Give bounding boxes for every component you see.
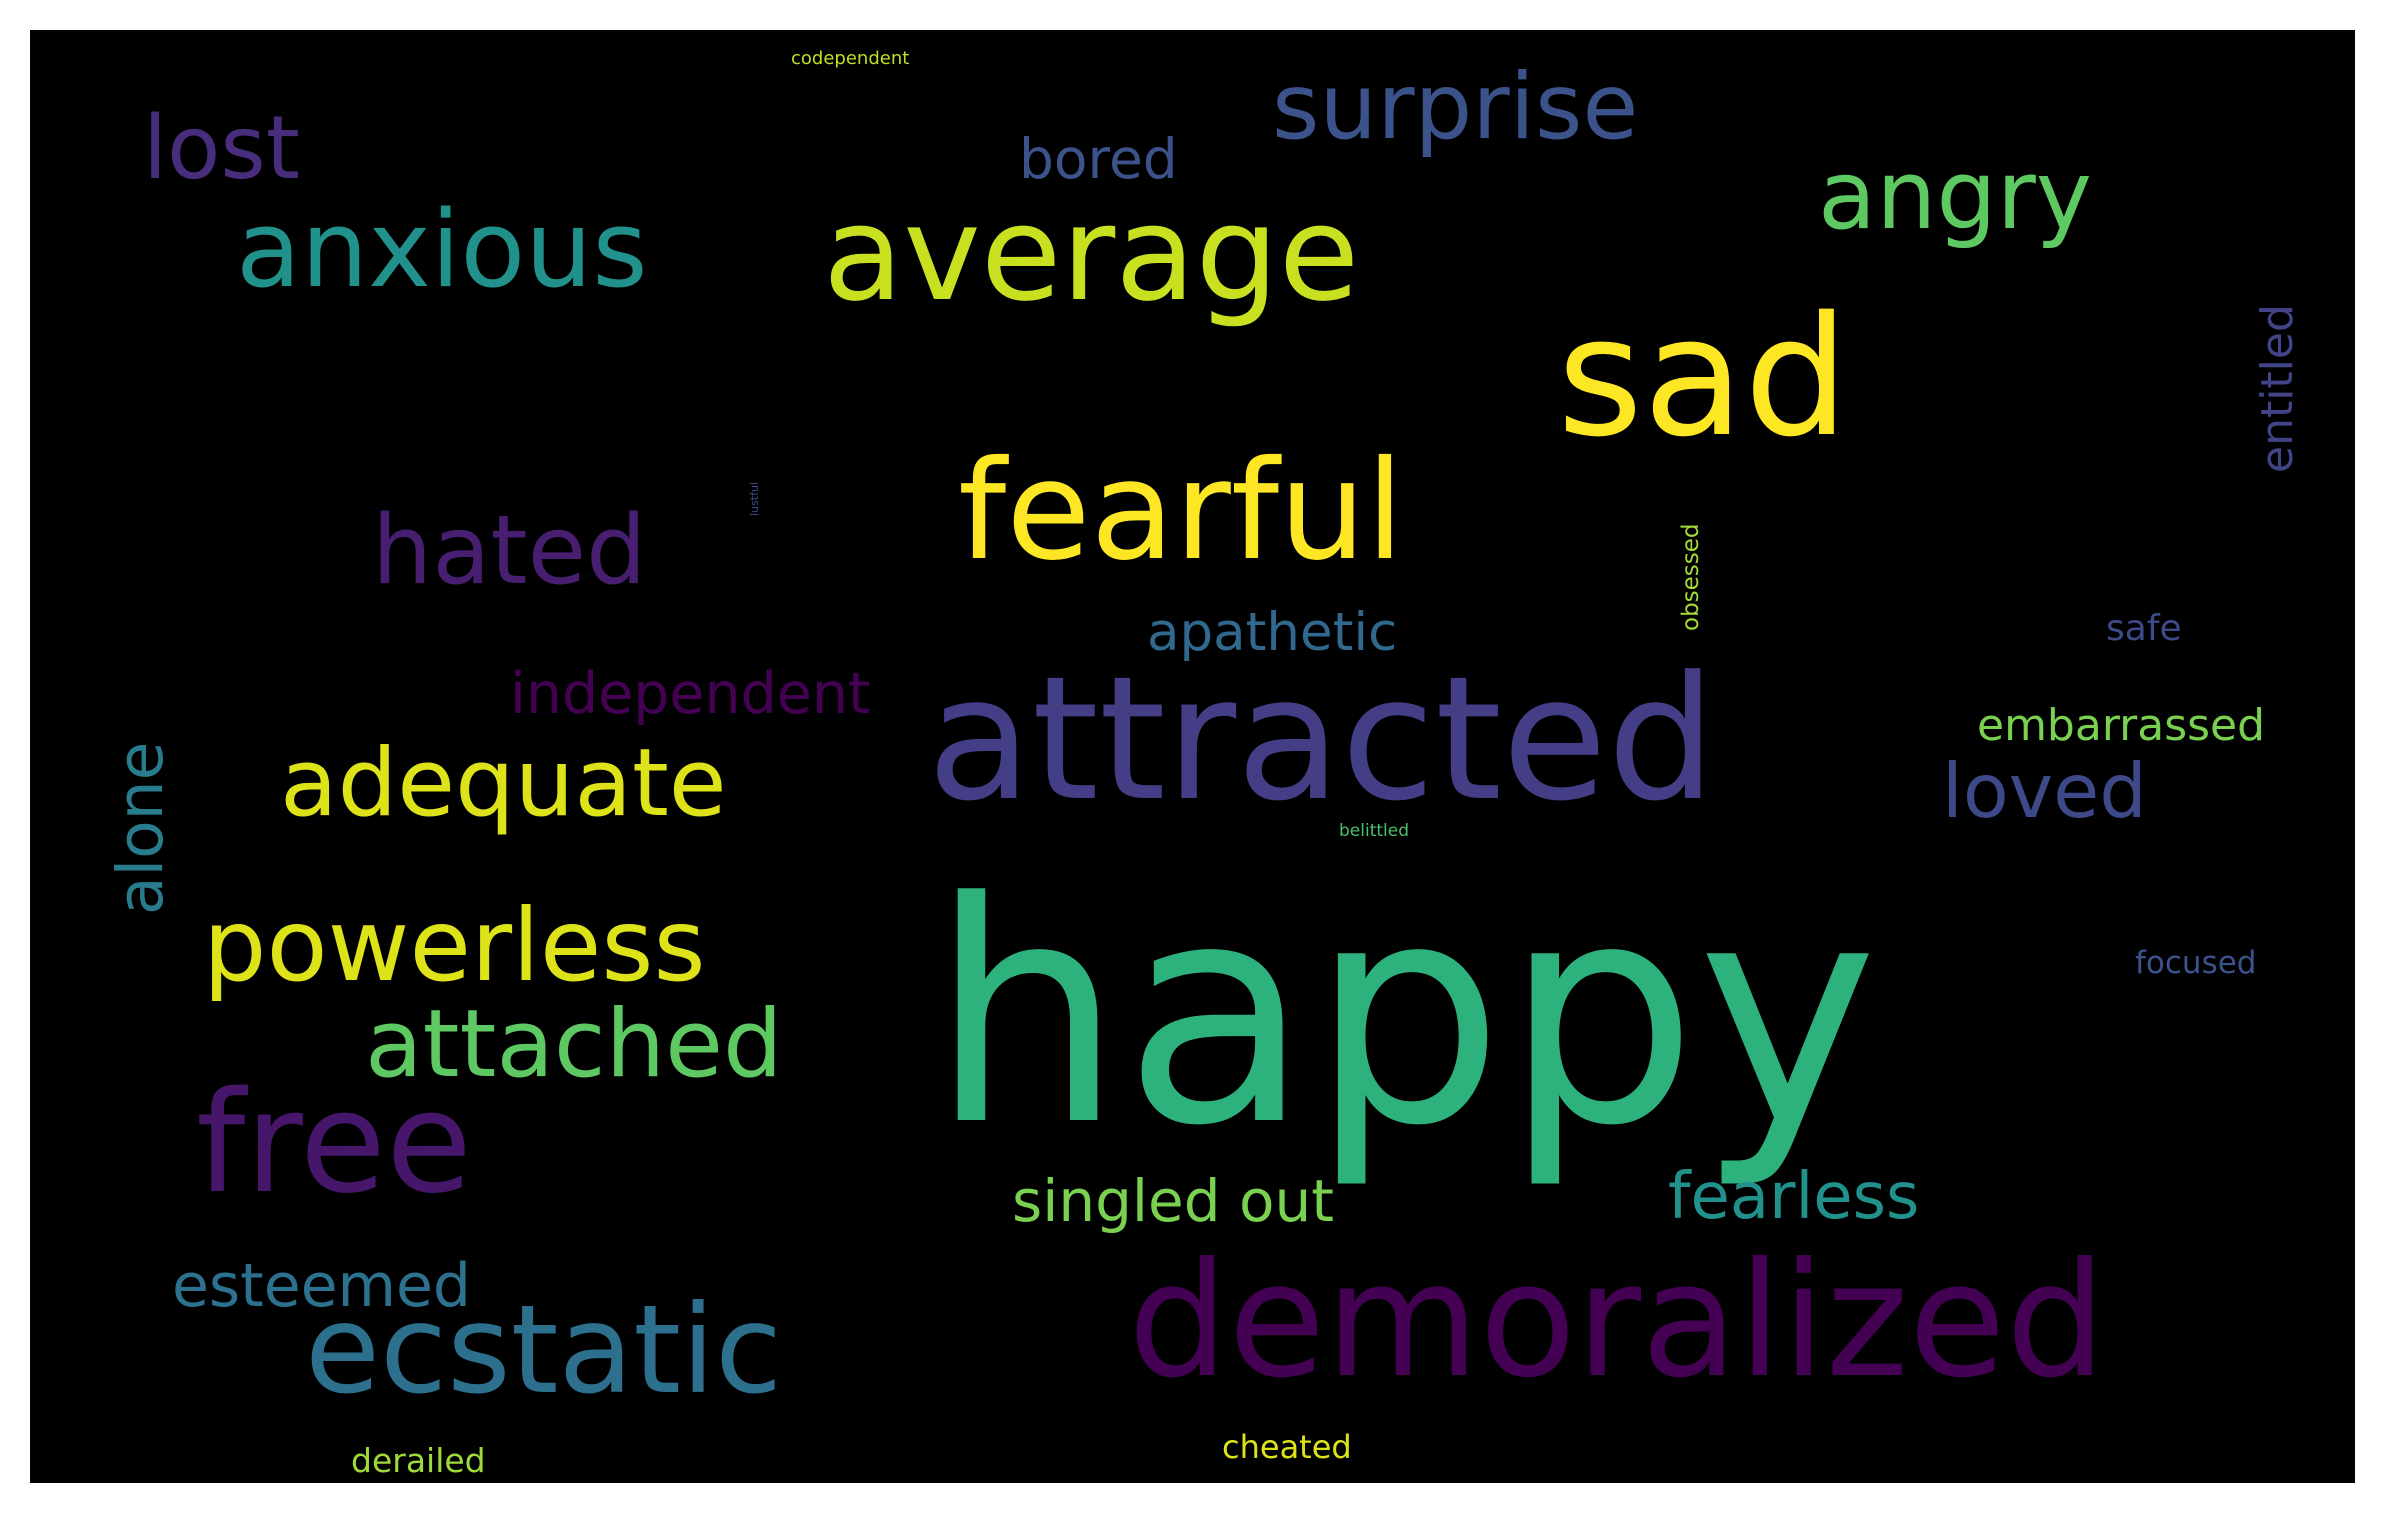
word-focused: focused [2135,945,2256,981]
word-codependent: codependent [791,48,909,69]
word-attached: attached [365,990,783,1099]
word-sad: sad [1557,281,1849,473]
word-esteemed: esteemed [172,1251,471,1321]
word-embarrassed: embarrassed [1977,700,2265,751]
word-loved: loved [1942,747,2147,835]
cloud-canvas [30,30,2355,1483]
word-derailed: derailed [351,1441,486,1480]
word-belittled: belittled [1339,821,1409,841]
word-adequate: adequate [280,729,727,838]
word-angry: angry [1818,141,2092,251]
word-fearful: fearful [958,432,1404,591]
word-bored: bored [1019,127,1178,191]
word-happy: happy [930,837,1878,1192]
word-independent: independent [510,661,870,727]
word-entitled: entitled [2252,304,2303,473]
word-lustful: lustful [748,482,761,516]
word-safe: safe [2106,608,2182,649]
word-fearless: fearless [1668,1160,1919,1234]
word-demoralized: demoralized [1128,1229,2106,1413]
word-anxious: anxious [236,188,648,311]
word-surprise: surprise [1272,55,1638,160]
word-alone: alone [104,742,177,915]
word-average: average [823,177,1359,330]
word-cheated: cheated [1222,1428,1352,1466]
word-attracted: attracted [927,640,1716,839]
word-obsessed: obsessed [1678,523,1704,631]
word-ecstatic: ecstatic [305,1279,782,1421]
word-singled-out: singled out [1012,1167,1334,1235]
word-hated: hated [372,496,646,606]
word-lost: lost [143,97,300,199]
word-apathetic: apathetic [1147,602,1397,663]
word-powerless: powerless [203,887,706,1004]
word-free: free [196,1062,472,1225]
